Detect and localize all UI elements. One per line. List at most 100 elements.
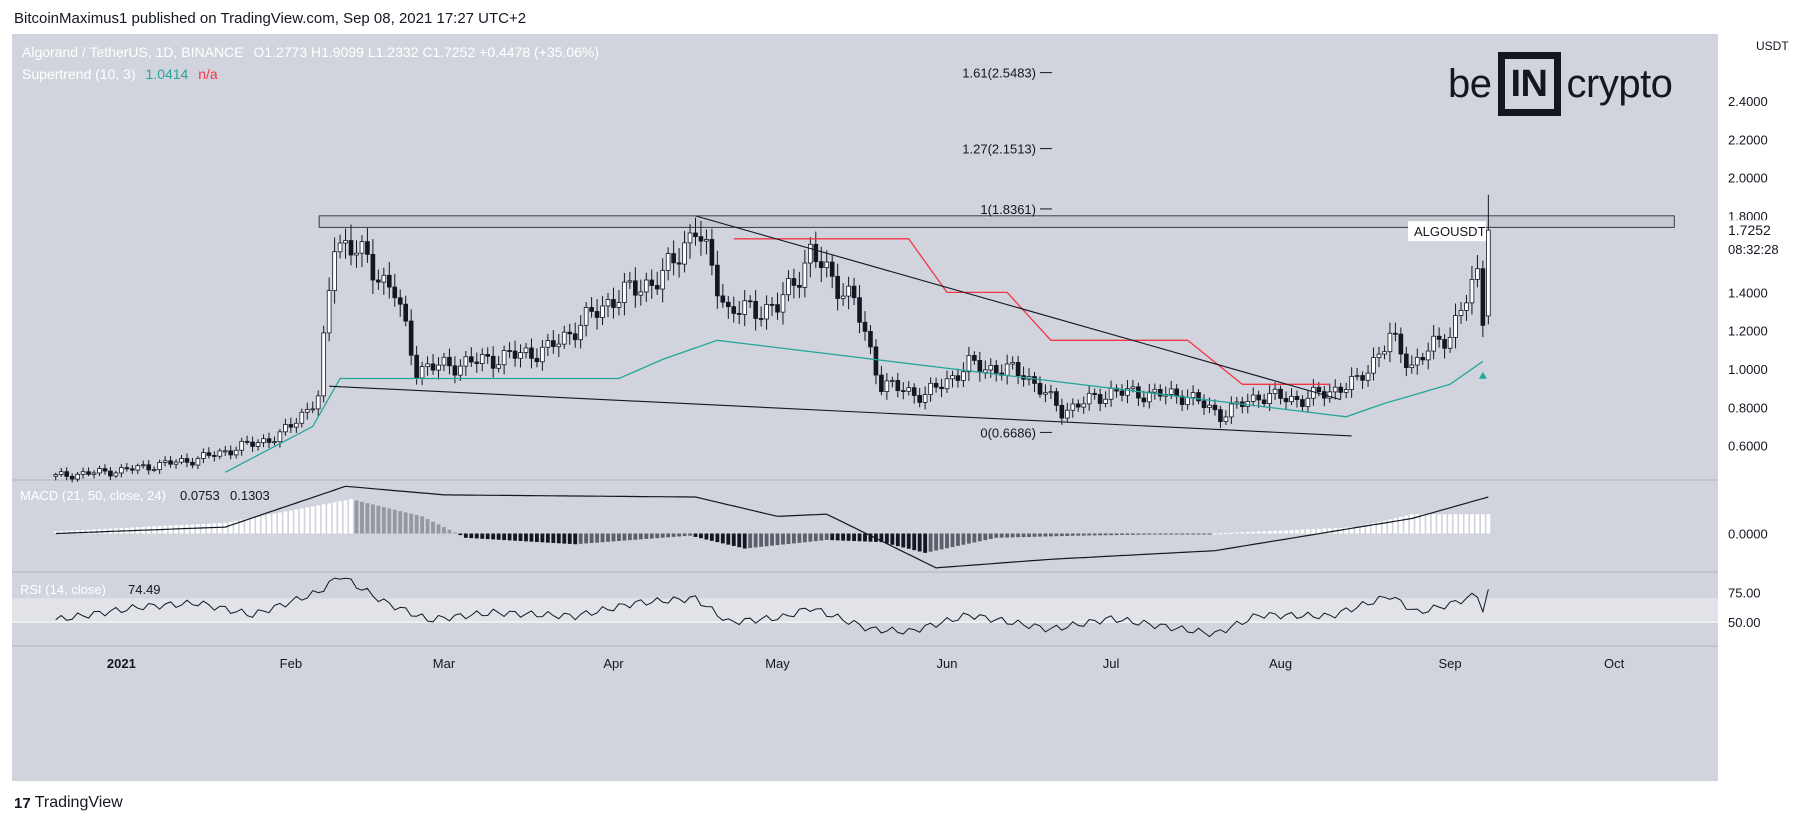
candle	[1338, 382, 1344, 400]
macd-histogram-bar	[709, 533, 714, 541]
macd-histogram-bar	[895, 533, 900, 547]
candle	[1185, 389, 1190, 410]
candle-body	[764, 304, 769, 320]
macd-histogram-bar	[272, 513, 277, 534]
candle	[332, 237, 337, 304]
macd-histogram-bar	[458, 533, 463, 536]
candle	[1136, 382, 1141, 407]
candle-body	[447, 356, 452, 367]
candle-body	[332, 251, 337, 292]
macd-histogram-bar	[677, 533, 682, 537]
candle-body	[917, 395, 922, 403]
macd-histogram-bar	[1043, 533, 1048, 537]
candle-body	[403, 303, 409, 322]
tradingview-footer[interactable]: 17 TradingView	[14, 794, 123, 812]
macd-histogram-bar	[360, 501, 364, 534]
candle-body	[1469, 279, 1475, 304]
candle-body	[179, 458, 184, 463]
macd-histogram-bar	[338, 501, 342, 534]
candle	[1152, 383, 1158, 400]
candle	[977, 351, 983, 382]
macd-histogram-bar	[1404, 515, 1409, 534]
candle	[1048, 384, 1054, 399]
candle-body	[829, 261, 835, 277]
macd-histogram-bar	[633, 533, 638, 540]
macd-histogram-bar	[425, 519, 430, 534]
supertrend-label: Supertrend (10, 3)	[22, 66, 136, 82]
candle-body	[1015, 362, 1021, 376]
macd-histogram-bar	[1136, 533, 1141, 535]
candle	[879, 365, 884, 396]
candle	[654, 271, 660, 295]
candle-body	[682, 242, 687, 265]
macd-histogram-bar	[1054, 533, 1059, 537]
macd-histogram-bar	[283, 511, 288, 534]
candle-body	[69, 475, 75, 480]
candle-body	[217, 450, 223, 457]
macd-histogram-bar	[261, 515, 266, 534]
candle-body	[890, 380, 895, 382]
candle-body	[862, 321, 868, 332]
y-unit-label: USDT	[1756, 39, 1789, 53]
candle	[600, 296, 605, 326]
candle-body	[950, 375, 955, 380]
chart-area[interactable]: 1.61(2.5483) 1.27(2.1513) 1(1.8361) 0(0.668…	[12, 34, 1718, 781]
candle	[1349, 367, 1354, 398]
candle-body	[113, 472, 119, 477]
candle	[283, 418, 288, 436]
candle	[868, 324, 873, 355]
candle-body	[1103, 398, 1108, 404]
y-tick-label: 0.6000	[1728, 439, 1768, 454]
macd-histogram-bar	[447, 529, 452, 534]
candle	[594, 299, 600, 330]
logo-text-left: be	[1448, 61, 1492, 106]
candle	[529, 338, 534, 369]
macd-histogram-bar	[841, 533, 846, 541]
candle	[1480, 260, 1486, 338]
macd-histogram-bar	[256, 516, 260, 534]
candle-body	[294, 422, 299, 428]
macd-histogram-bar	[1147, 533, 1152, 535]
macd-histogram-bar	[1163, 533, 1168, 535]
candle-body	[1376, 353, 1382, 358]
candle-body	[479, 354, 485, 364]
candle	[512, 340, 518, 367]
price-axis[interactable]: 2.40002.20002.00001.80001.60001.40001.20…	[1718, 34, 1813, 781]
candle-body	[321, 332, 326, 397]
macd-signal-value: 0.1303	[230, 488, 270, 503]
candle	[304, 402, 310, 420]
candle-body	[611, 299, 616, 308]
candle	[1404, 346, 1409, 377]
candle	[1103, 391, 1108, 408]
candle	[780, 282, 786, 325]
macd-histogram-bar	[414, 515, 419, 534]
candle	[928, 377, 933, 402]
candle	[1409, 355, 1415, 374]
candle-body	[365, 241, 370, 255]
macd-histogram-bar	[627, 533, 632, 541]
candle-body	[201, 452, 206, 459]
candle	[556, 333, 562, 358]
macd-histogram-bar	[1191, 533, 1195, 535]
chart-canvas[interactable]: 1.61(2.5483) 1.27(2.1513) 1(1.8361) 0(0.668…	[12, 34, 1718, 781]
candle-body	[982, 369, 988, 373]
candle-body	[255, 442, 261, 447]
macd-histogram-bar	[496, 533, 501, 540]
candle	[168, 456, 173, 468]
candle	[190, 457, 195, 469]
macd-histogram-bar	[1256, 531, 1261, 534]
macd-histogram-bar	[1048, 533, 1053, 537]
candle-body	[922, 394, 928, 403]
macd-histogram-bar	[299, 508, 304, 534]
candle-body	[1179, 395, 1185, 405]
resistance-zone	[318, 215, 1675, 228]
macd-histogram-bar	[1141, 533, 1146, 535]
candle	[999, 364, 1005, 381]
macd-histogram-bar	[901, 533, 906, 548]
supertrend-up-line	[224, 339, 1484, 473]
candle-body	[698, 236, 704, 242]
macd-histogram-bar	[376, 505, 381, 534]
macd-histogram-bar	[354, 500, 359, 534]
candle-body	[80, 471, 86, 475]
macd-histogram-bar	[956, 533, 960, 546]
